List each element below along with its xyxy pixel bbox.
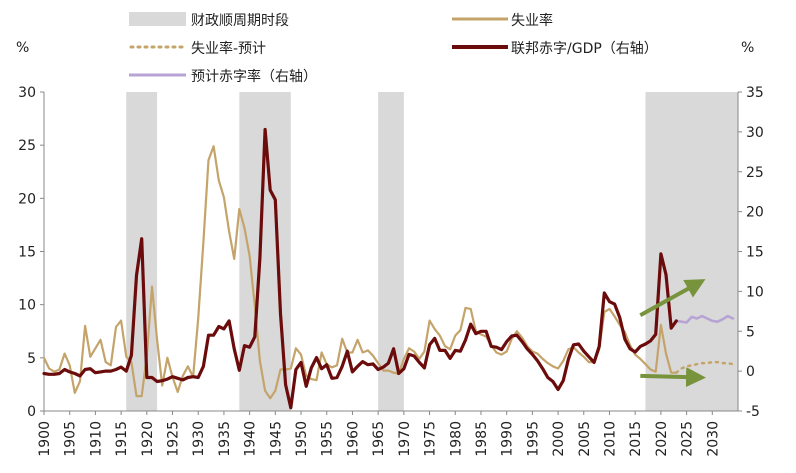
left-tick-label: 0: [27, 404, 36, 420]
legend-label-deficit: 联邦赤字/GDP（右轴）: [511, 41, 658, 57]
x-tick-label: 2020: [654, 421, 670, 457]
x-tick-label: 2010: [602, 421, 618, 457]
right-tick-label: 10: [746, 284, 764, 300]
legend-label-unemployment: 失业率: [511, 12, 553, 29]
x-tick-label: 2015: [628, 421, 644, 457]
x-tick-label: 1905: [63, 421, 79, 457]
right-tick-label: -5: [746, 404, 760, 420]
x-tick-label: 1955: [320, 421, 336, 457]
x-tick-label: 1960: [345, 421, 361, 457]
x-tick-label: 1925: [166, 421, 182, 457]
left-tick-label: 20: [18, 191, 36, 207]
trend-arrow: [639, 279, 706, 318]
right-tick-label: 25: [746, 165, 764, 181]
x-tick-label: 1975: [423, 421, 439, 457]
fiscal-cycle-band: [645, 92, 738, 411]
fiscal-cycle-shading: [126, 92, 738, 411]
x-tick-label: 2030: [705, 421, 721, 457]
x-tick-label: 1940: [243, 421, 259, 457]
legend-label-unemployment-forecast: 失业率-预计: [191, 40, 266, 57]
unemployment-forecast-line: [675, 360, 735, 374]
left-tick-label: 25: [18, 138, 36, 154]
left-tick-label: 5: [27, 351, 36, 367]
x-tick-label: 2005: [577, 421, 593, 457]
right-tick-label: 5: [746, 324, 755, 340]
right-tick-label: 20: [746, 205, 764, 221]
left-tick-label: 10: [18, 298, 36, 314]
legend-label-fiscal: 财政顺周期时段: [191, 13, 289, 29]
trend-arrow: [640, 367, 707, 388]
x-tick-label: 1945: [268, 421, 284, 457]
x-tick-label: 1930: [191, 421, 207, 457]
right-axis-unit: %: [741, 40, 754, 56]
right-tick-label: 35: [746, 85, 764, 101]
series-layer: [42, 127, 735, 410]
x-tick-label: 1950: [294, 421, 310, 457]
x-tick-label: 1910: [88, 421, 104, 457]
right-tick-label: 15: [746, 245, 764, 261]
left-tick-label: 15: [18, 245, 36, 261]
x-tick-label: 1965: [371, 421, 387, 457]
deficit-line: [42, 127, 678, 410]
x-tick-label: 1970: [397, 421, 413, 457]
x-tick-label: 2025: [680, 421, 696, 457]
annotation-layer: [639, 279, 707, 388]
x-tick-label: 1990: [500, 421, 516, 457]
x-tick-label: 1985: [474, 421, 490, 457]
right-tick-label: 0: [746, 364, 755, 380]
x-tick-label: 1935: [217, 421, 233, 457]
x-tick-label: 1915: [114, 421, 130, 457]
x-tick-label: 1900: [37, 421, 53, 457]
left-tick-label: 30: [18, 85, 36, 101]
x-tick-label: 1920: [140, 421, 156, 457]
x-tick-label: 2000: [551, 421, 567, 457]
left-axis-unit: %: [16, 40, 29, 56]
fiscal-cycle-band: [378, 92, 404, 411]
legend-label-deficit-forecast: 预计赤字率（右轴）: [191, 68, 317, 85]
x-tick-label: 1995: [525, 421, 541, 457]
right-tick-label: 30: [746, 125, 764, 141]
x-tick-label: 1980: [448, 421, 464, 457]
legend-swatch-fiscal: [129, 12, 186, 26]
deficit-forecast-line: [674, 314, 735, 324]
